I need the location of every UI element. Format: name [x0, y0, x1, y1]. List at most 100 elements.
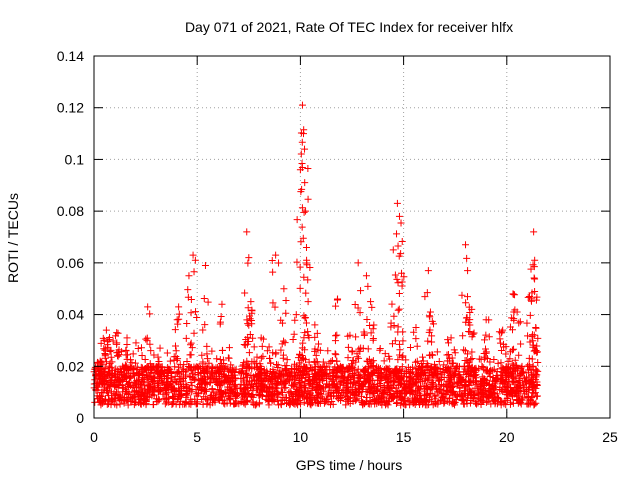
data-point: [199, 360, 207, 368]
data-point: [208, 347, 216, 355]
data-point: [285, 368, 293, 376]
data-point: [345, 367, 353, 375]
data-point: [279, 396, 287, 404]
data-point: [182, 334, 190, 342]
data-point: [370, 382, 378, 390]
data-point: [462, 241, 470, 249]
data-point: [237, 397, 245, 405]
data-point: [144, 303, 152, 311]
data-point: [282, 366, 290, 374]
axis-ticks: 0 0.02 0.04 0.06 0.08 0.1 0.12 0.14 0 5 10 15 20 25: [57, 48, 618, 445]
data-point: [525, 383, 533, 391]
data-point: [525, 399, 533, 407]
data-point: [98, 358, 106, 366]
data-point: [381, 350, 389, 358]
data-point: [496, 339, 504, 347]
data-point: [218, 346, 226, 354]
data-point: [400, 273, 408, 281]
data-point: [295, 359, 303, 367]
data-point: [336, 379, 344, 387]
data-point: [402, 356, 410, 364]
data-point: [199, 400, 207, 408]
data-point: [123, 364, 131, 372]
data-point: [394, 375, 402, 383]
data-point: [502, 350, 510, 358]
data-point: [503, 382, 511, 390]
data-point: [293, 216, 301, 224]
data-point: [413, 373, 421, 381]
data-point: [468, 348, 476, 356]
data-point: [517, 400, 525, 408]
data-point: [528, 294, 536, 302]
data-point: [272, 251, 280, 259]
data-point: [135, 399, 143, 407]
data-point: [466, 399, 474, 407]
data-point: [198, 351, 206, 359]
data-point: [509, 399, 517, 407]
data-point: [344, 332, 352, 340]
data-point: [201, 261, 209, 269]
data-point: [357, 373, 365, 381]
data-point: [280, 384, 288, 392]
data-point: [133, 377, 141, 385]
data-point: [464, 390, 472, 398]
data-point: [310, 358, 318, 366]
data-point: [290, 374, 298, 382]
data-point: [316, 389, 324, 397]
data-point: [106, 334, 114, 342]
data-point: [393, 398, 401, 406]
data-point: [113, 339, 121, 347]
x-tick-label: 25: [602, 429, 618, 445]
data-point: [240, 392, 248, 400]
data-point: [274, 373, 282, 381]
data-point: [175, 310, 183, 318]
data-point: [125, 365, 133, 373]
data-point: [391, 337, 399, 345]
data-point: [398, 278, 406, 286]
data-point: [122, 396, 130, 404]
data-point: [529, 337, 537, 345]
data-point: [299, 234, 307, 242]
data-point: [150, 351, 158, 359]
data-point: [241, 289, 249, 297]
data-point: [382, 371, 390, 379]
data-point: [456, 384, 464, 392]
data-point: [515, 351, 523, 359]
data-point: [161, 400, 169, 408]
data-point: [173, 369, 181, 377]
data-point: [277, 346, 285, 354]
data-point: [467, 388, 475, 396]
data-point: [419, 357, 427, 365]
grid-lines: [94, 56, 610, 418]
data-point: [315, 378, 323, 386]
data-point: [344, 354, 352, 362]
data-point: [301, 179, 309, 187]
data-point: [108, 358, 116, 366]
data-point: [433, 348, 441, 356]
data-point: [265, 401, 273, 409]
data-point: [366, 394, 374, 402]
data-point: [156, 370, 164, 378]
data-point: [478, 380, 486, 388]
data-point: [259, 352, 267, 360]
data-point: [369, 369, 377, 377]
data-point: [485, 316, 493, 324]
data-point: [247, 316, 255, 324]
data-point: [267, 359, 275, 367]
data-point: [277, 401, 285, 409]
data-point: [383, 365, 391, 373]
data-point: [347, 376, 355, 384]
data-point: [426, 308, 434, 316]
data-point: [373, 400, 381, 408]
data-point: [333, 357, 341, 365]
data-point: [432, 383, 440, 391]
data-point: [446, 386, 454, 394]
data-point: [333, 382, 341, 390]
data-point: [289, 336, 297, 344]
data-point: [164, 374, 172, 382]
data-point: [214, 368, 222, 376]
data-point: [406, 368, 414, 376]
y-tick-label: 0.04: [57, 307, 84, 323]
data-point: [97, 339, 105, 347]
data-point: [487, 388, 495, 396]
